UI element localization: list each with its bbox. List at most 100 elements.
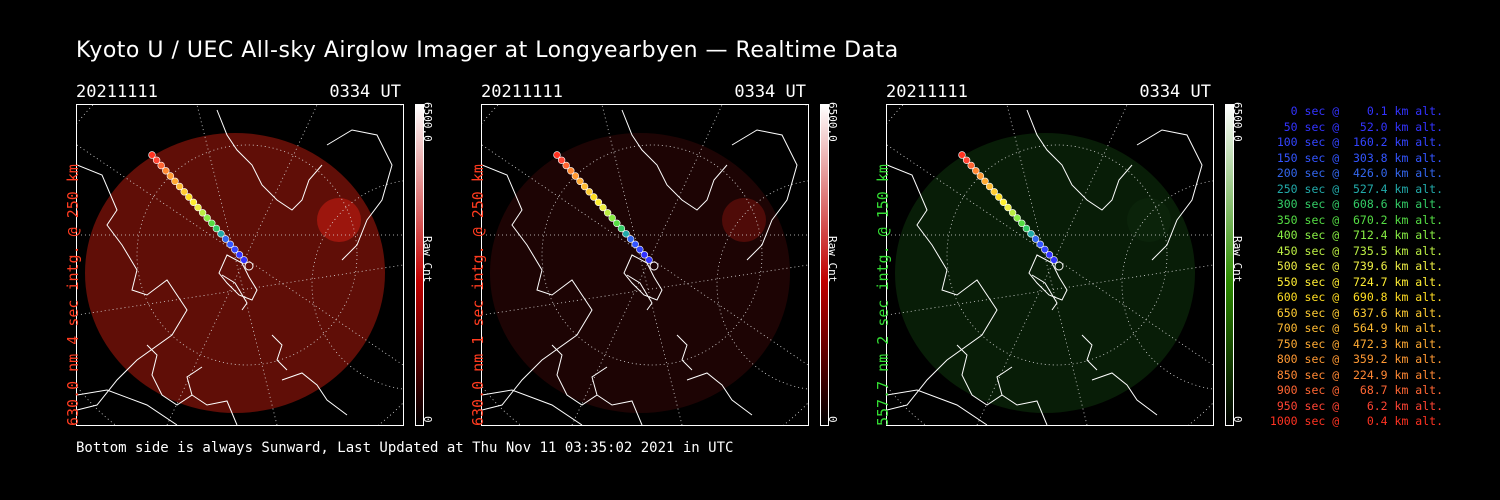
trajectory-point	[1004, 203, 1012, 212]
trajectory-point	[967, 161, 975, 170]
trajectory-point	[180, 188, 188, 196]
trajectory-point	[576, 177, 584, 186]
legend-row: 400 sec @ 712.4 km alt.	[1269, 228, 1443, 242]
trajectory-point	[189, 198, 198, 207]
legend-row: 750 sec @ 472.3 km alt.	[1269, 336, 1443, 351]
trajectory-point	[985, 182, 994, 191]
trajectory-point	[198, 209, 207, 217]
panel-time: 0334 UT	[1139, 82, 1211, 102]
legend-row: 100 sec @ 160.2 km alt.	[1269, 135, 1443, 149]
trajectory-point	[1008, 209, 1017, 217]
coastline	[77, 109, 393, 425]
colorbar	[820, 104, 829, 426]
trajectory-point	[1027, 230, 1035, 238]
aurora-patch	[317, 198, 361, 242]
trajectory-point	[958, 151, 966, 159]
trajectory-point	[562, 161, 570, 170]
image-panel-630-1s: 20211111 0334 UT 6500.0 Raw Cnt 0 630.0 …	[469, 82, 881, 442]
aurora-patch	[722, 198, 766, 242]
trajectory-point	[571, 172, 580, 180]
trajectory-point	[171, 177, 179, 186]
colorbar-max: 6500.0	[826, 102, 839, 142]
trajectory-point	[212, 224, 221, 233]
rocket-trajectory	[553, 151, 653, 264]
colorbar-unit: Raw Cnt	[1231, 236, 1244, 283]
legend-row: 500 sec @ 739.6 km alt.	[1269, 259, 1443, 273]
trajectory-point	[962, 156, 971, 164]
trajectory-point	[1050, 256, 1058, 264]
site-marker	[244, 261, 254, 271]
trajectory-point	[976, 172, 985, 180]
trajectory-point	[152, 156, 161, 164]
trajectory-point	[631, 240, 639, 249]
trajectory-point	[585, 188, 593, 196]
legend-row: 250 sec @ 527.4 km alt.	[1269, 181, 1443, 196]
trajectory-point	[640, 251, 649, 259]
trajectory-point	[194, 203, 202, 212]
colorbar-max: 6500.0	[421, 102, 434, 142]
colorbar-min: 0	[421, 416, 434, 423]
legend-row: 850 sec @ 224.9 km alt.	[1269, 367, 1443, 382]
trajectory-point	[185, 193, 193, 201]
colorbar-min: 0	[1231, 416, 1244, 423]
rocket-trajectory	[958, 151, 1058, 264]
trajectory-point	[594, 198, 603, 207]
colorbar-min: 0	[826, 416, 839, 423]
trajectory-point	[148, 151, 156, 159]
trajectory-point	[208, 219, 216, 228]
colorbar-max: 6500.0	[1231, 102, 1244, 142]
trajectory-point	[626, 235, 635, 243]
trajectory-point	[590, 193, 598, 201]
trajectory-point	[553, 151, 561, 159]
legend-row: 900 sec @ 68.7 km alt.	[1269, 383, 1443, 397]
trajectory-point	[645, 256, 653, 264]
trajectory-legend: 0 sec @ 0.1 km alt. 50 sec @ 52.0 km alt…	[1255, 104, 1443, 430]
trajectory-point	[999, 198, 1008, 207]
airglow-emission	[490, 133, 790, 413]
trajectory-point	[1018, 219, 1026, 228]
legend-row: 350 sec @ 670.2 km alt.	[1269, 212, 1443, 227]
airglow-emission	[895, 133, 1195, 413]
trajectory-point	[981, 177, 989, 186]
colorbar-unit: Raw Cnt	[826, 236, 839, 283]
trajectory-point	[166, 172, 175, 180]
legend-row: 800 sec @ 359.2 km alt.	[1269, 352, 1443, 366]
trajectory-point	[1045, 251, 1054, 259]
colorbar	[1225, 104, 1234, 426]
trajectory-point	[995, 193, 1003, 201]
wavelength-label: 557.7 nm 2 sec intg. @ 150 km	[874, 164, 892, 426]
trajectory-point	[617, 224, 626, 233]
colorbar	[415, 104, 424, 426]
panel-date: 20211111	[886, 82, 968, 102]
trajectory-point	[1013, 214, 1021, 222]
trajectory-point	[226, 240, 234, 249]
trajectory-point	[1031, 235, 1040, 243]
trajectory-point	[1041, 245, 1049, 254]
legend-row: 650 sec @ 637.6 km alt.	[1269, 305, 1443, 320]
trajectory-point	[157, 161, 165, 170]
trajectory-point	[599, 203, 607, 212]
legend-row: 1000 sec @ 0.4 km alt.	[1269, 414, 1443, 428]
legend-row: 700 sec @ 564.9 km alt.	[1269, 321, 1443, 335]
airglow-disc	[895, 133, 1195, 413]
airglow-disc	[85, 133, 385, 413]
trajectory-point	[557, 156, 566, 164]
trajectory-point	[217, 230, 225, 238]
legend-row: 50 sec @ 52.0 km alt.	[1269, 119, 1443, 134]
legend-row: 950 sec @ 6.2 km alt.	[1269, 398, 1443, 413]
image-panel-557-2s: 20211111 0334 UT 6500.0 Raw Cnt 0 557.7 …	[874, 82, 1286, 442]
trajectory-point	[613, 219, 621, 228]
wavelength-label: 630.0 nm 4 sec intg. @ 250 km	[64, 164, 82, 426]
image-panel-630-4s: 20211111 0334 UT 6500.0 Raw Cnt 0 630.0 …	[64, 82, 476, 442]
trajectory-point	[231, 245, 239, 254]
trajectory-point	[175, 182, 184, 191]
aurora-patch	[1127, 198, 1171, 242]
rocket-trajectory	[148, 151, 248, 264]
trajectory-point	[1022, 224, 1031, 233]
legend-row: 450 sec @ 735.5 km alt.	[1269, 243, 1443, 258]
airglow-disc	[490, 133, 790, 413]
trajectory-point	[608, 214, 616, 222]
coastline	[482, 109, 798, 425]
legend-row: 150 sec @ 303.8 km alt.	[1269, 150, 1443, 165]
trajectory-point	[972, 167, 980, 175]
